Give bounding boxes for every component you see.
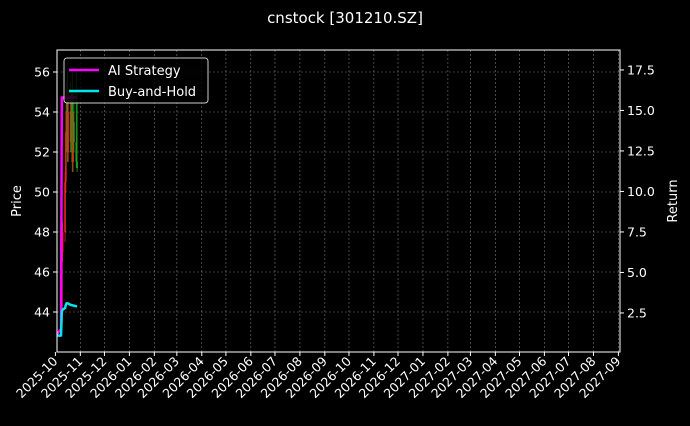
candle-body xyxy=(64,132,67,182)
series-line-buy-and-hold xyxy=(57,301,78,337)
y-right-tick-label: 10.0 xyxy=(627,184,655,199)
candle-body xyxy=(72,122,75,142)
candle-body xyxy=(75,142,78,162)
candle-body xyxy=(64,182,66,232)
y-axis-right-label: Return xyxy=(666,179,681,222)
y-right-tick-label: 15.0 xyxy=(627,103,655,118)
y-right-tick-label: 7.5 xyxy=(627,224,647,239)
y-tick-label: 46 xyxy=(34,265,50,280)
x-axis: 2025-102025-112025-122026-012026-022026-… xyxy=(13,352,624,401)
y-axis-label: Price xyxy=(10,185,25,217)
y-right-tick-label: 5.0 xyxy=(627,265,647,280)
candles xyxy=(60,72,79,322)
y-axis-left: 44 46 48 50 52 54 56 xyxy=(34,65,57,320)
y-tick-label: 50 xyxy=(34,185,50,200)
y-tick-label: 48 xyxy=(34,225,50,240)
legend: AI Strategy Buy-and-Hold xyxy=(63,57,209,104)
candle-body xyxy=(76,162,79,168)
y-tick-label: 56 xyxy=(34,65,50,80)
chart-title: cnstock [301210.SZ] xyxy=(267,9,423,27)
y-tick-label: 54 xyxy=(34,105,50,120)
plot-frame xyxy=(56,49,621,353)
y-right-tick-label: 2.5 xyxy=(627,305,647,320)
y-right-tick-label: 17.5 xyxy=(627,62,655,77)
y-axis-right: 2.5 5.0 7.5 10.0 12.5 15.0 17.5 xyxy=(620,62,655,320)
y-tick-label: 52 xyxy=(34,145,50,160)
candle-body xyxy=(67,112,70,152)
legend-box xyxy=(63,57,209,104)
y-right-tick-label: 12.5 xyxy=(627,143,655,158)
candle-body xyxy=(61,232,64,252)
y-tick-label: 44 xyxy=(34,305,50,320)
legend-label-ai-strategy: AI Strategy xyxy=(108,64,181,79)
legend-label-buy-and-hold: Buy-and-Hold xyxy=(108,85,196,100)
